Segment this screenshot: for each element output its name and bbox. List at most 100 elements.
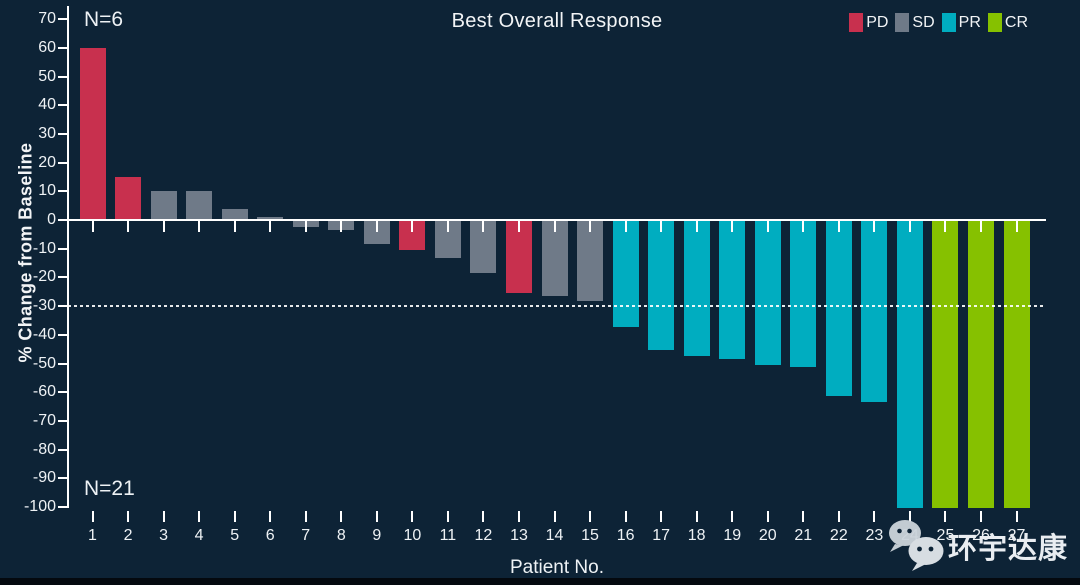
legend-swatch-pr <box>941 13 956 32</box>
x-axis-tick-label: 5 <box>230 527 240 544</box>
bar-patient-23-pr <box>861 221 888 402</box>
y-axis-tick-label: -30 <box>32 297 56 315</box>
x-axis-tick <box>1015 511 1018 522</box>
baseline-tick <box>908 221 911 232</box>
baseline-tick <box>873 221 876 232</box>
x-axis-tick <box>162 511 165 522</box>
legend-label: SD <box>912 13 935 31</box>
y-axis-tick-label: 50 <box>38 67 56 85</box>
x-axis-tick-label: 19 <box>723 527 742 544</box>
x-axis-tick-label: 9 <box>372 527 382 544</box>
y-axis-tick-label: 70 <box>38 10 56 28</box>
watermark: 环宇达康 <box>886 518 1068 574</box>
x-axis-tick <box>375 511 378 522</box>
bar-patient-2-pd <box>115 176 142 220</box>
bar-patient-24-pr <box>896 221 923 508</box>
x-axis-tick-label: 26 <box>972 527 990 544</box>
y-axis-tick-label: -70 <box>32 411 56 429</box>
legend-swatch-pd <box>849 13 864 32</box>
x-axis-tick-label: 22 <box>829 527 848 544</box>
baseline-tick <box>411 221 414 232</box>
baseline-tick <box>589 221 592 232</box>
baseline-tick <box>944 221 947 232</box>
y-axis-tick-label: 20 <box>38 153 56 171</box>
x-axis-tick <box>517 511 520 522</box>
x-axis-tick <box>980 511 982 522</box>
y-axis-tick <box>58 46 68 49</box>
y-axis-tick <box>58 391 68 394</box>
baseline-zero-line <box>68 219 1046 221</box>
baseline-tick <box>802 221 805 232</box>
x-axis-tick <box>411 511 414 522</box>
bar-patient-5-sd <box>221 208 248 220</box>
x-axis-tick <box>233 511 236 522</box>
legend-label: CR <box>1004 13 1028 31</box>
baseline-tick <box>127 221 130 232</box>
x-axis-tick <box>446 511 449 522</box>
bar-patient-22-pr <box>825 221 852 397</box>
x-axis-tick-label: 16 <box>616 527 635 544</box>
x-axis-tick-label: 4 <box>194 527 204 544</box>
y-axis-tick-label: 30 <box>38 124 56 142</box>
bar-patient-17-pr <box>648 221 675 351</box>
bar-patient-18-pr <box>683 221 710 356</box>
bar-patient-9-sd <box>363 221 390 244</box>
y-axis-tick <box>58 448 68 451</box>
baseline-tick <box>553 221 556 232</box>
y-axis-tick <box>58 247 68 250</box>
x-axis-tick-label: 2 <box>123 527 133 544</box>
y-axis-tick <box>58 161 68 164</box>
x-axis-tick <box>873 511 876 522</box>
x-axis-tick-label: 12 <box>474 527 493 544</box>
y-axis-tick-label: -90 <box>32 469 56 487</box>
bar-patient-25-cr <box>932 221 959 508</box>
legend-swatch-sd <box>895 13 910 32</box>
bar-patient-21-pr <box>790 221 817 368</box>
x-axis-tick-label: 23 <box>865 527 884 544</box>
x-axis-tick-label: 1 <box>88 527 97 544</box>
y-axis-tick-label: -10 <box>32 239 56 257</box>
x-axis-tick-label: 27 <box>1007 527 1026 544</box>
baseline-tick <box>446 221 449 232</box>
baseline-tick <box>837 221 840 232</box>
x-axis-tick <box>269 511 272 522</box>
x-axis-tick <box>837 511 840 522</box>
baseline-tick <box>304 221 307 232</box>
y-axis-tick <box>58 132 68 135</box>
y-axis-tick <box>58 506 68 508</box>
baseline-tick <box>91 221 94 232</box>
y-axis-tick-label: -40 <box>32 325 56 343</box>
x-axis-tick <box>660 511 663 522</box>
y-axis-tick <box>58 75 68 78</box>
y-axis-tick-label: 40 <box>38 96 56 114</box>
y-axis-tick-label: -60 <box>32 383 56 401</box>
legend-label: PD <box>866 13 889 31</box>
baseline-tick <box>660 221 663 232</box>
baseline-tick <box>980 221 982 232</box>
x-axis-tick-label: 13 <box>510 527 528 544</box>
legend-item-pd: PD <box>849 13 888 32</box>
bar-patient-6-sd <box>257 217 284 220</box>
x-axis-tick-label: 25 <box>936 527 955 544</box>
baseline-tick <box>517 221 520 232</box>
y-axis-tick-label: -100 <box>23 498 56 515</box>
x-axis-tick-label: 18 <box>687 527 706 544</box>
x-axis-tick <box>198 511 201 522</box>
baseline-tick <box>375 221 378 232</box>
x-axis-tick-label: 21 <box>794 527 813 544</box>
baseline-tick <box>198 221 201 232</box>
legend-item-cr: CR <box>987 13 1028 32</box>
baseline-tick <box>233 221 236 232</box>
baseline-tick <box>482 221 485 232</box>
bar-patient-4-sd <box>186 191 213 220</box>
legend-swatch-cr <box>987 13 1002 32</box>
x-axis-tick-label: 11 <box>439 527 457 544</box>
y-axis-tick <box>58 18 68 21</box>
bar-patient-3-sd <box>150 191 177 220</box>
x-axis-tick <box>304 511 307 522</box>
annotation-n-below-baseline: N=21 <box>84 477 135 500</box>
y-axis-tick-label: 0 <box>47 211 56 228</box>
x-axis-title: Patient No. <box>510 557 604 578</box>
bar-patient-14-sd <box>541 221 568 296</box>
